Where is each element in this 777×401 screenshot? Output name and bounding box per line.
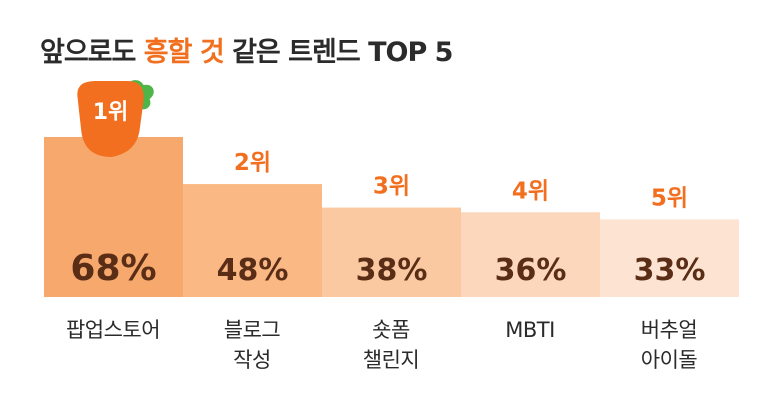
title-suffix: 같은 트렌드 TOP 5 — [223, 37, 453, 68]
value-label-5: 33% — [634, 253, 706, 288]
rank-label-2: 2위 — [234, 150, 271, 176]
category-label-3: 숏폼 챌린지 — [362, 318, 420, 372]
rank-label-1: 1위 — [93, 100, 129, 125]
bar-2 — [183, 184, 322, 297]
rank-label-3: 3위 — [373, 174, 410, 200]
value-label-3: 38% — [356, 253, 428, 288]
carrot-icon — [77, 81, 144, 157]
category-label-1: 팝업스토어 — [65, 318, 161, 342]
value-label-4: 36% — [495, 253, 567, 288]
category-label-5: 버추얼 아이돌 — [640, 318, 698, 372]
bar-1 — [44, 137, 183, 297]
bar-4 — [461, 212, 600, 297]
bar-3 — [322, 207, 461, 297]
value-label-2: 48% — [217, 253, 289, 288]
category-label-2: 블로그 작성 — [223, 318, 281, 372]
title-highlight: 흥할 것 — [143, 37, 225, 68]
rank-label-4: 4위 — [512, 178, 549, 204]
bar-5 — [600, 219, 739, 297]
chart-title: 앞으로도 흥할 것 같은 트렌드 TOP 5 — [40, 30, 453, 69]
rank-label-5: 5위 — [651, 185, 688, 211]
category-label-4: MBTI — [505, 318, 555, 342]
value-label-1: 68% — [70, 248, 156, 289]
title-prefix: 앞으로도 — [40, 37, 144, 68]
